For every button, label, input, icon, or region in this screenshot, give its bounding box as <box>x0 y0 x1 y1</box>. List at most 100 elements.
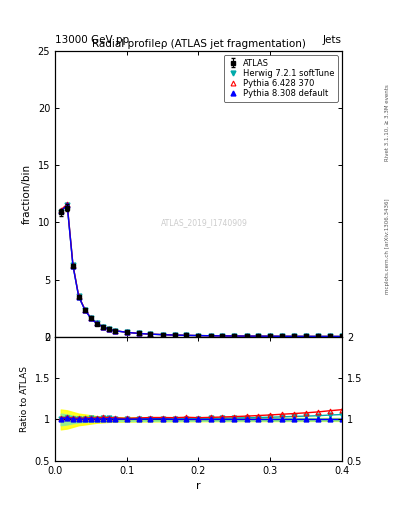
Herwig 7.2.1 softTune <box>184 332 189 338</box>
Pythia 8.308 default <box>304 333 309 339</box>
Herwig 7.2.1 softTune <box>65 202 70 208</box>
Pythia 6.428 370 <box>232 333 237 339</box>
Herwig 7.2.1 softTune <box>101 324 105 330</box>
Pythia 6.428 370 <box>101 324 105 330</box>
Pythia 8.308 default <box>83 307 88 313</box>
Line: Herwig 7.2.1 softTune: Herwig 7.2.1 softTune <box>58 202 344 339</box>
Pythia 6.428 370 <box>255 333 260 339</box>
Pythia 6.428 370 <box>327 333 332 339</box>
Herwig 7.2.1 softTune <box>112 328 117 334</box>
Pythia 6.428 370 <box>280 333 285 339</box>
Pythia 8.308 default <box>292 333 296 339</box>
Pythia 6.428 370 <box>196 332 201 338</box>
Pythia 6.428 370 <box>71 262 75 268</box>
X-axis label: r: r <box>196 481 201 491</box>
Herwig 7.2.1 softTune <box>255 333 260 339</box>
Pythia 8.308 default <box>173 332 177 338</box>
Pythia 8.308 default <box>220 333 224 339</box>
Y-axis label: Ratio to ATLAS: Ratio to ATLAS <box>20 366 29 432</box>
Herwig 7.2.1 softTune <box>232 333 237 339</box>
Pythia 6.428 370 <box>244 333 249 339</box>
Herwig 7.2.1 softTune <box>88 315 93 321</box>
Pythia 6.428 370 <box>88 315 93 321</box>
Pythia 6.428 370 <box>76 293 81 299</box>
Pythia 6.428 370 <box>208 333 213 339</box>
Pythia 6.428 370 <box>94 320 99 326</box>
Herwig 7.2.1 softTune <box>268 333 273 339</box>
Pythia 6.428 370 <box>160 332 165 338</box>
Herwig 7.2.1 softTune <box>94 321 99 327</box>
Pythia 8.308 default <box>196 332 201 338</box>
Herwig 7.2.1 softTune <box>208 333 213 339</box>
Herwig 7.2.1 softTune <box>125 329 129 335</box>
Pythia 6.428 370 <box>340 333 344 339</box>
Text: Jets: Jets <box>323 34 342 45</box>
Herwig 7.2.1 softTune <box>59 208 63 215</box>
Herwig 7.2.1 softTune <box>340 333 344 339</box>
Pythia 8.308 default <box>65 202 70 208</box>
Pythia 6.428 370 <box>268 333 273 339</box>
Herwig 7.2.1 softTune <box>316 333 321 339</box>
Pythia 6.428 370 <box>292 333 296 339</box>
Legend: ATLAS, Herwig 7.2.1 softTune, Pythia 6.428 370, Pythia 8.308 default: ATLAS, Herwig 7.2.1 softTune, Pythia 6.4… <box>224 55 338 102</box>
Herwig 7.2.1 softTune <box>148 331 153 337</box>
Pythia 6.428 370 <box>173 332 177 338</box>
Pythia 8.308 default <box>94 321 99 327</box>
Title: Radial profileρ (ATLAS jet fragmentation): Radial profileρ (ATLAS jet fragmentation… <box>92 39 305 49</box>
Pythia 8.308 default <box>107 326 111 332</box>
Pythia 8.308 default <box>340 333 344 339</box>
Pythia 8.308 default <box>148 331 153 337</box>
Herwig 7.2.1 softTune <box>83 307 88 313</box>
Pythia 8.308 default <box>71 263 75 269</box>
Pythia 8.308 default <box>327 333 332 339</box>
Pythia 8.308 default <box>316 333 321 339</box>
Herwig 7.2.1 softTune <box>196 332 201 338</box>
Line: Pythia 6.428 370: Pythia 6.428 370 <box>58 202 344 339</box>
Y-axis label: fraction/bin: fraction/bin <box>22 164 32 224</box>
Herwig 7.2.1 softTune <box>327 333 332 339</box>
Pythia 8.308 default <box>208 333 213 339</box>
Pythia 8.308 default <box>232 333 237 339</box>
Pythia 6.428 370 <box>83 307 88 313</box>
Text: 13000 GeV pp: 13000 GeV pp <box>55 34 129 45</box>
Pythia 8.308 default <box>268 333 273 339</box>
Pythia 8.308 default <box>137 330 141 336</box>
Herwig 7.2.1 softTune <box>304 333 309 339</box>
Herwig 7.2.1 softTune <box>71 262 75 268</box>
Text: mcplots.cern.ch [arXiv:1306.3436]: mcplots.cern.ch [arXiv:1306.3436] <box>385 198 389 293</box>
Pythia 6.428 370 <box>148 331 153 337</box>
Herwig 7.2.1 softTune <box>160 332 165 338</box>
Pythia 6.428 370 <box>184 332 189 338</box>
Pythia 8.308 default <box>160 332 165 338</box>
Herwig 7.2.1 softTune <box>280 333 285 339</box>
Line: Pythia 8.308 default: Pythia 8.308 default <box>58 203 344 339</box>
Herwig 7.2.1 softTune <box>137 330 141 336</box>
Pythia 8.308 default <box>59 208 63 214</box>
Herwig 7.2.1 softTune <box>76 293 81 300</box>
Pythia 6.428 370 <box>220 333 224 339</box>
Pythia 8.308 default <box>255 333 260 339</box>
Herwig 7.2.1 softTune <box>107 326 111 332</box>
Pythia 6.428 370 <box>107 326 111 332</box>
Pythia 8.308 default <box>280 333 285 339</box>
Pythia 6.428 370 <box>304 333 309 339</box>
Pythia 8.308 default <box>101 324 105 330</box>
Pythia 8.308 default <box>76 293 81 300</box>
Pythia 6.428 370 <box>65 201 70 207</box>
Pythia 8.308 default <box>112 328 117 334</box>
Text: ATLAS_2019_I1740909: ATLAS_2019_I1740909 <box>161 218 248 227</box>
Pythia 6.428 370 <box>59 207 63 213</box>
Pythia 8.308 default <box>88 315 93 322</box>
Pythia 8.308 default <box>184 332 189 338</box>
Herwig 7.2.1 softTune <box>173 332 177 338</box>
Herwig 7.2.1 softTune <box>244 333 249 339</box>
Pythia 6.428 370 <box>112 328 117 334</box>
Pythia 6.428 370 <box>316 333 321 339</box>
Herwig 7.2.1 softTune <box>292 333 296 339</box>
Text: Rivet 3.1.10, ≥ 3.3M events: Rivet 3.1.10, ≥ 3.3M events <box>385 84 389 161</box>
Pythia 8.308 default <box>125 329 129 335</box>
Pythia 8.308 default <box>244 333 249 339</box>
Pythia 6.428 370 <box>137 330 141 336</box>
Pythia 6.428 370 <box>125 329 129 335</box>
Herwig 7.2.1 softTune <box>220 333 224 339</box>
